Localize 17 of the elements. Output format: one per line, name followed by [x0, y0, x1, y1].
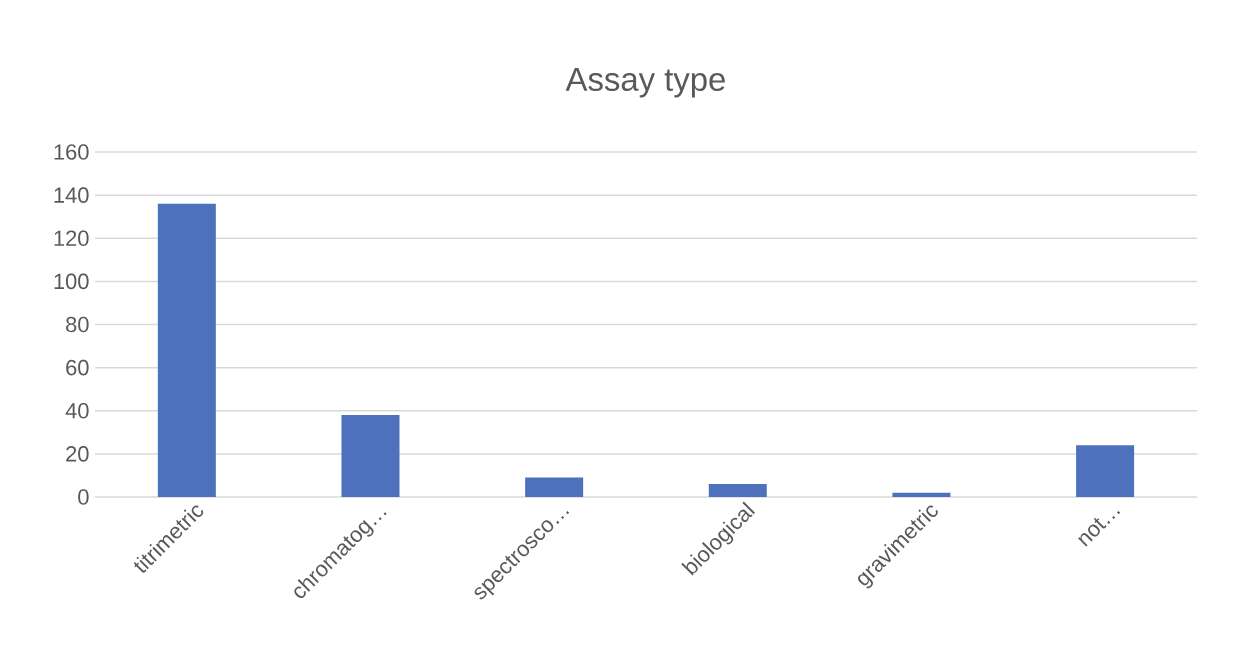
bar [1076, 445, 1135, 497]
bar [341, 415, 400, 497]
y-tick-label: 120 [54, 230, 89, 247]
x-tick-label: not… [1077, 511, 1121, 547]
y-tick-label: 20 [66, 446, 89, 462]
bar [708, 484, 767, 497]
y-tick-label: 80 [66, 316, 89, 333]
y-tick-label: 60 [66, 359, 89, 376]
bar [525, 477, 584, 497]
chart-title: Assay type [565, 68, 725, 98]
y-tick-label: 100 [54, 273, 89, 290]
bar [157, 203, 216, 497]
bar [892, 492, 951, 497]
y-tick-label: 160 [54, 144, 89, 160]
y-tick-label: 40 [65, 402, 89, 419]
y-tick-label: 140 [54, 187, 89, 203]
y-tick-label: 0 [78, 489, 89, 505]
